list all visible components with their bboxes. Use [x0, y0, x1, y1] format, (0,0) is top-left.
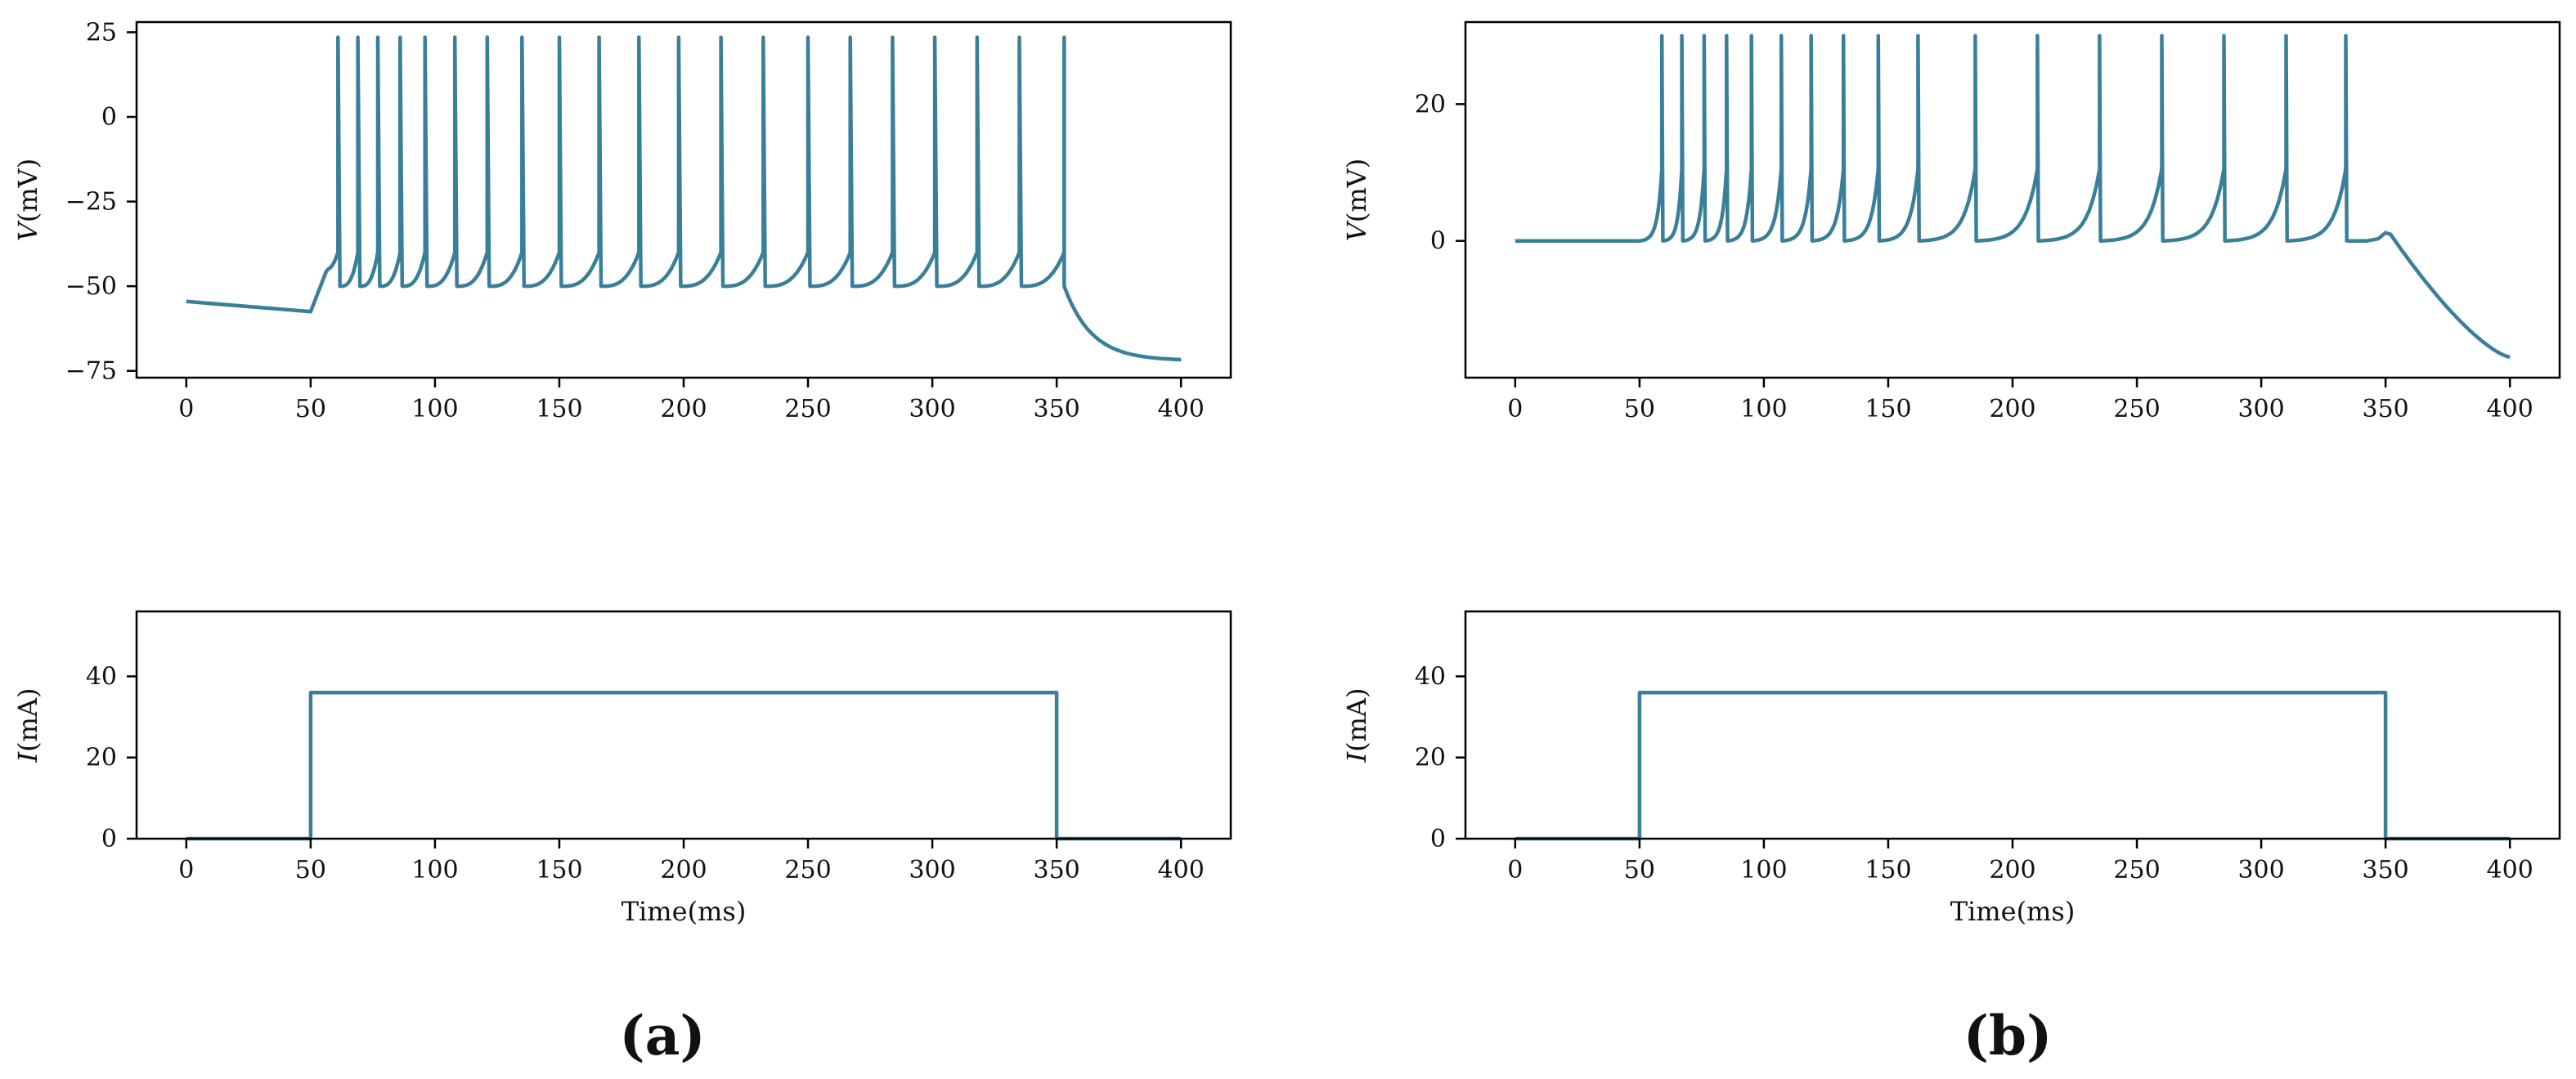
voltage-plot-b: 0 50 100 150 200 250 300 350 400 0 20 V(mV)	[1341, 20, 2561, 423]
y-axis-label: I(mA)	[1341, 687, 1372, 763]
current-plot-b: 0 50 100 150 200 250 300 350 400 0 20 40 I(mA) Time(m…	[1341, 610, 2561, 927]
x-tick-label: 400	[1158, 856, 1205, 884]
y-tick-label: 40	[1415, 662, 1446, 691]
y-tick-label: 20	[1415, 744, 1446, 772]
x-tick-label: 100	[1740, 856, 1787, 884]
current-plot-a: 0 50 100 150 200 250 300 350 400 0 20 40 I(mA) Time(m…	[12, 610, 1232, 927]
x-tick-label: 200	[660, 856, 707, 884]
x-tick-label: 350	[1034, 395, 1080, 423]
panel-label-b: (b)	[1963, 1004, 2053, 1068]
x-tick-label: 350	[2363, 395, 2409, 423]
y-axis-label: V(mV)	[12, 159, 43, 242]
x-tick-label: 150	[536, 395, 582, 423]
y-tick-label: 20	[86, 744, 117, 772]
x-tick-label: 400	[1158, 395, 1205, 423]
x-tick-label: 150	[1865, 395, 1911, 423]
x-tick-label: 200	[1989, 395, 2035, 423]
series-line-1	[186, 35, 1182, 362]
y-tick-label: 0	[1430, 825, 1446, 853]
x-tick-label: 400	[2487, 395, 2533, 423]
x-tick-label: 0	[178, 856, 194, 884]
y-tick-label: 0	[101, 825, 117, 853]
y-tick-label: 20	[1415, 90, 1446, 119]
x-tick-label: 0	[178, 395, 194, 423]
series-line-1	[1515, 34, 2511, 360]
x-tick-label: 300	[909, 395, 955, 423]
y-tick-label: 40	[86, 662, 117, 691]
y-tick-label: 25	[86, 18, 117, 47]
x-tick-label: 250	[2113, 856, 2160, 884]
x-tick-label: 200	[1989, 856, 2035, 884]
x-tick-label: 350	[2363, 856, 2409, 884]
y-tick-label: 0	[1430, 227, 1446, 256]
x-tick-label: 300	[909, 856, 955, 884]
panel-label-a: (a)	[619, 1004, 705, 1068]
x-tick-label: 0	[1507, 856, 1523, 884]
y-axis-label: I(mA)	[12, 687, 43, 763]
y-tick-label: −25	[65, 188, 117, 217]
x-tick-label: 250	[784, 856, 831, 884]
axes-frame	[1464, 610, 2561, 840]
x-tick-label: 200	[660, 395, 707, 423]
x-axis-label: Time(ms)	[622, 896, 747, 927]
y-axis-label: V(mV)	[1341, 159, 1372, 242]
series-line-1	[1515, 691, 2511, 841]
axes-frame	[135, 20, 1232, 379]
x-tick-label: 0	[1507, 395, 1523, 423]
y-tick-label: −75	[65, 357, 117, 386]
x-tick-label: 100	[411, 395, 458, 423]
x-tick-label: 350	[1034, 856, 1080, 884]
x-tick-label: 50	[295, 856, 326, 884]
x-tick-label: 100	[1740, 395, 1787, 423]
x-tick-label: 50	[295, 395, 326, 423]
x-tick-label: 50	[1624, 856, 1655, 884]
axes-frame	[135, 610, 1232, 840]
y-tick-label: 0	[101, 103, 117, 132]
x-tick-label: 300	[2237, 856, 2284, 884]
x-tick-label: 400	[2487, 856, 2533, 884]
x-tick-label: 300	[2237, 395, 2284, 423]
x-axis-label: Time(ms)	[1950, 896, 2076, 927]
x-tick-label: 50	[1624, 395, 1655, 423]
x-tick-label: 150	[536, 856, 582, 884]
x-tick-label: 250	[784, 395, 831, 423]
axes-frame	[1464, 20, 2561, 379]
x-tick-label: 250	[2113, 395, 2160, 423]
series-line-1	[186, 691, 1182, 841]
x-tick-label: 150	[1865, 856, 1911, 884]
voltage-plot-a: 0 50 100 150 200 250 300 350 400 −75 −50 −25 0 25 V(mV…	[12, 18, 1232, 423]
x-tick-label: 100	[411, 856, 458, 884]
y-tick-label: −50	[65, 272, 117, 301]
